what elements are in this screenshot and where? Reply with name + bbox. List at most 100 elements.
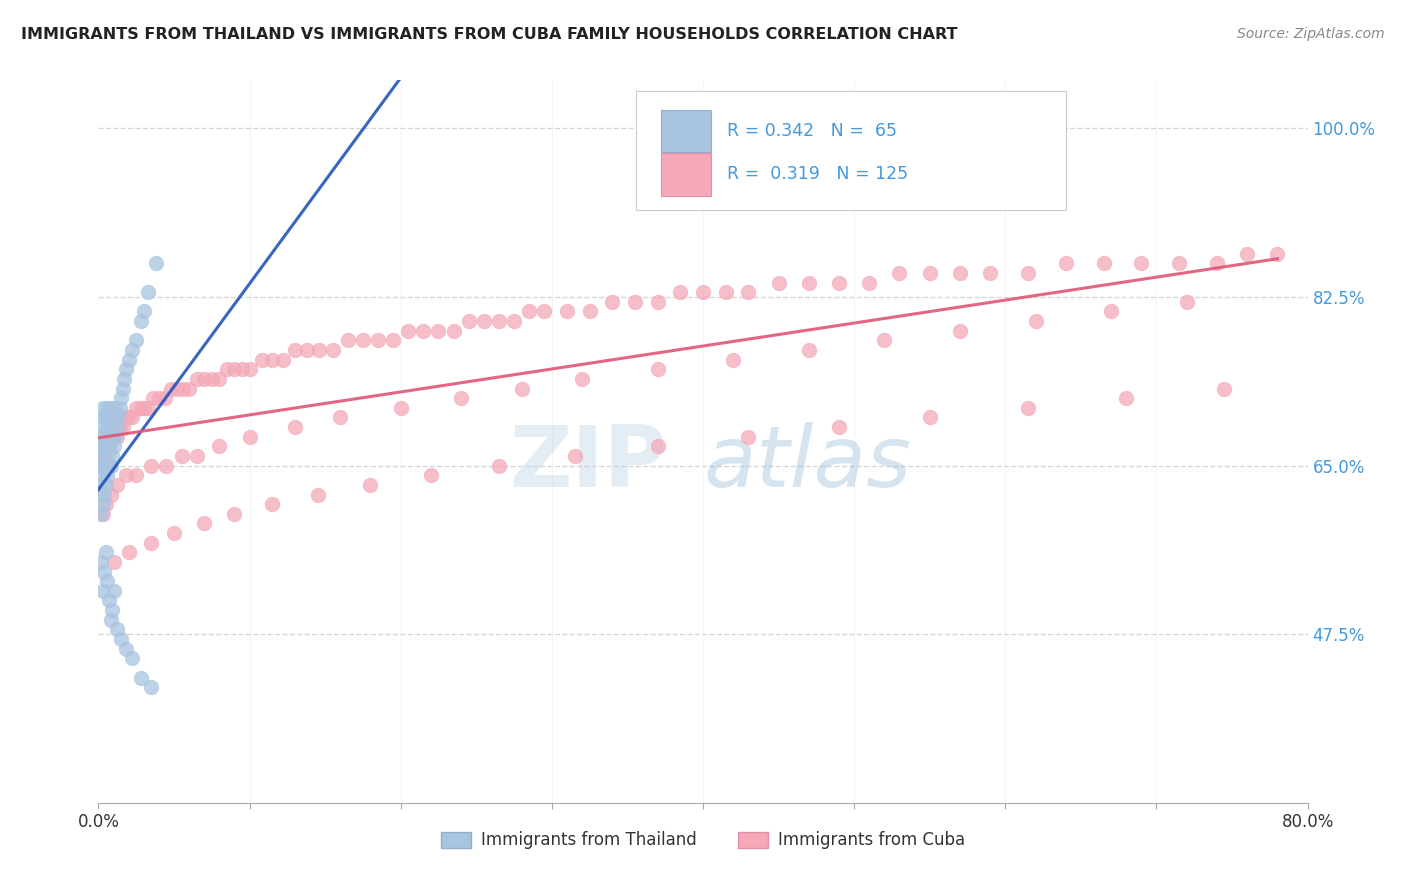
Point bbox=[91, 583, 114, 598]
Point bbox=[101, 449, 124, 463]
Point bbox=[163, 526, 186, 541]
Point bbox=[329, 410, 352, 425]
Point bbox=[231, 362, 253, 376]
Point bbox=[239, 430, 262, 444]
Point bbox=[224, 362, 246, 376]
Point bbox=[828, 276, 851, 290]
Point bbox=[96, 574, 118, 589]
Point bbox=[918, 410, 941, 425]
Point bbox=[132, 401, 155, 415]
Point bbox=[100, 613, 122, 627]
Point bbox=[103, 555, 125, 569]
Point bbox=[271, 352, 294, 367]
Point bbox=[142, 391, 165, 405]
Point bbox=[1092, 256, 1115, 270]
Point bbox=[118, 410, 141, 425]
Point bbox=[96, 449, 118, 463]
Point bbox=[488, 458, 510, 473]
Point bbox=[828, 420, 851, 434]
Point bbox=[129, 314, 152, 328]
Point bbox=[723, 352, 745, 367]
Point bbox=[208, 439, 231, 453]
Point bbox=[101, 420, 124, 434]
Text: ZIP: ZIP bbox=[509, 422, 666, 505]
Point bbox=[1213, 382, 1236, 396]
Point bbox=[564, 449, 586, 463]
Point bbox=[889, 266, 911, 280]
Point bbox=[125, 334, 148, 348]
Point bbox=[186, 449, 208, 463]
Point bbox=[503, 314, 526, 328]
Point bbox=[100, 430, 122, 444]
Point bbox=[121, 343, 143, 357]
Point bbox=[93, 565, 115, 579]
Point bbox=[91, 401, 114, 415]
Point bbox=[510, 382, 533, 396]
Point bbox=[98, 439, 121, 453]
Point bbox=[1168, 256, 1191, 270]
Point bbox=[367, 334, 389, 348]
Point bbox=[91, 497, 114, 511]
Point bbox=[103, 583, 125, 598]
Point bbox=[90, 458, 112, 473]
Text: Source: ZipAtlas.com: Source: ZipAtlas.com bbox=[1237, 27, 1385, 41]
Point bbox=[768, 276, 790, 290]
Point bbox=[1017, 401, 1039, 415]
Point bbox=[125, 401, 148, 415]
Point bbox=[193, 372, 215, 386]
Point bbox=[103, 430, 125, 444]
Point bbox=[114, 410, 136, 425]
Point bbox=[360, 478, 382, 492]
Point bbox=[153, 391, 176, 405]
Point bbox=[412, 324, 434, 338]
Point bbox=[118, 352, 141, 367]
Point bbox=[714, 285, 737, 300]
Point bbox=[389, 401, 412, 415]
Point bbox=[578, 304, 600, 318]
Point bbox=[94, 545, 117, 559]
Point bbox=[647, 439, 669, 453]
Point bbox=[224, 507, 246, 521]
Point bbox=[382, 334, 405, 348]
Point bbox=[103, 439, 125, 453]
Point bbox=[201, 372, 224, 386]
Point bbox=[107, 410, 129, 425]
Point bbox=[94, 410, 117, 425]
Point bbox=[239, 362, 262, 376]
Point bbox=[571, 372, 593, 386]
Point bbox=[93, 410, 115, 425]
Point bbox=[98, 439, 121, 453]
Point bbox=[1024, 314, 1046, 328]
Point bbox=[262, 352, 284, 367]
Point bbox=[295, 343, 318, 357]
Point bbox=[91, 507, 114, 521]
Point bbox=[1115, 391, 1137, 405]
FancyBboxPatch shape bbox=[661, 153, 711, 195]
Point bbox=[322, 343, 344, 357]
Point bbox=[602, 294, 624, 309]
Point bbox=[396, 324, 419, 338]
Point bbox=[129, 671, 152, 685]
Point bbox=[179, 382, 201, 396]
Point bbox=[108, 401, 131, 415]
Point bbox=[647, 362, 669, 376]
Point bbox=[145, 256, 167, 270]
Point bbox=[90, 449, 112, 463]
Text: atlas: atlas bbox=[703, 422, 911, 505]
Point bbox=[110, 632, 132, 646]
Point bbox=[284, 420, 307, 434]
Point bbox=[101, 430, 124, 444]
Point bbox=[1236, 246, 1258, 260]
Point bbox=[193, 516, 215, 531]
Point bbox=[624, 294, 647, 309]
Point bbox=[108, 420, 131, 434]
Point bbox=[949, 324, 972, 338]
Point bbox=[94, 458, 117, 473]
Point bbox=[692, 285, 714, 300]
Point bbox=[91, 468, 114, 483]
Point bbox=[797, 343, 820, 357]
Point bbox=[90, 430, 112, 444]
Point bbox=[104, 401, 127, 415]
Point bbox=[111, 420, 134, 434]
Point bbox=[103, 410, 125, 425]
